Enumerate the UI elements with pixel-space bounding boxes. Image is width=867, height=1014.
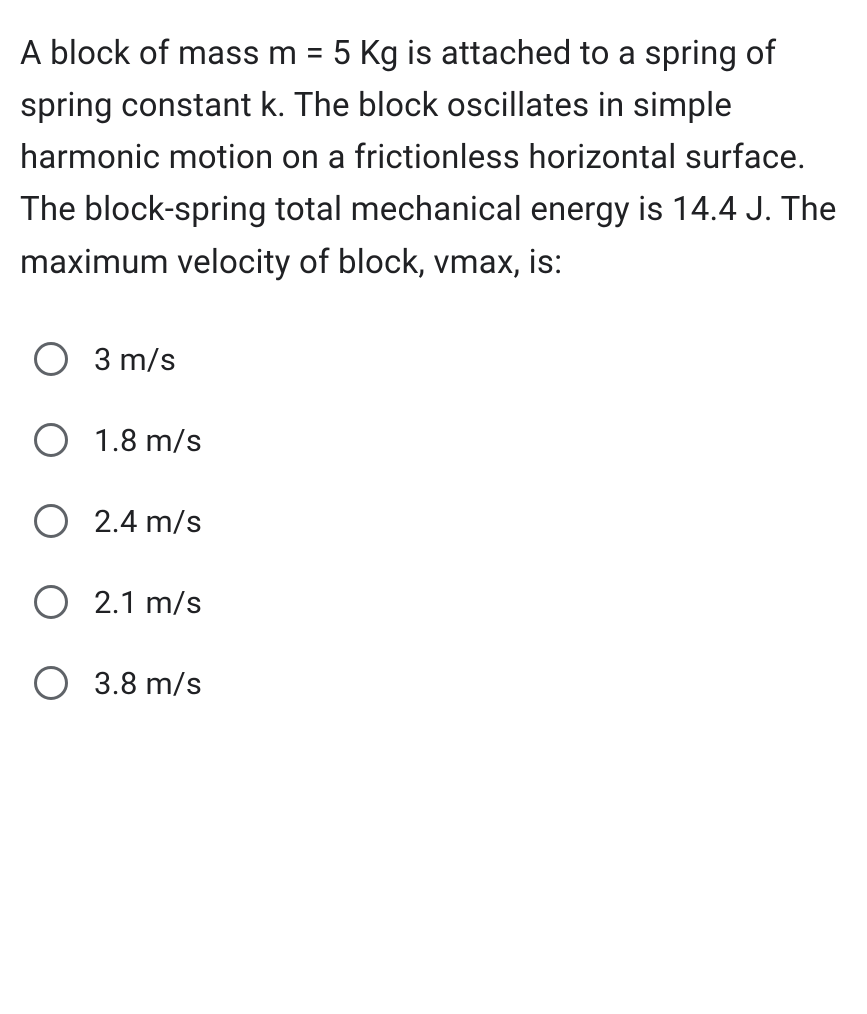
- radio-icon[interactable]: [34, 585, 68, 619]
- option-4[interactable]: 2.1 m/s: [34, 584, 847, 621]
- option-1[interactable]: 3 m/s: [34, 341, 847, 378]
- radio-icon[interactable]: [34, 504, 68, 538]
- option-3[interactable]: 2.4 m/s: [34, 503, 847, 540]
- radio-icon[interactable]: [34, 666, 68, 700]
- option-label: 3 m/s: [94, 341, 176, 378]
- option-label: 2.4 m/s: [94, 503, 202, 540]
- question-text: A block of mass m = 5 Kg is attached to …: [20, 28, 847, 289]
- options-group: 3 m/s 1.8 m/s 2.4 m/s 2.1 m/s 3.8 m/s: [20, 341, 847, 702]
- option-label: 1.8 m/s: [94, 422, 202, 459]
- radio-icon[interactable]: [34, 423, 68, 457]
- option-label: 2.1 m/s: [94, 584, 202, 621]
- option-2[interactable]: 1.8 m/s: [34, 422, 847, 459]
- option-5[interactable]: 3.8 m/s: [34, 665, 847, 702]
- radio-icon[interactable]: [34, 342, 68, 376]
- option-label: 3.8 m/s: [94, 665, 202, 702]
